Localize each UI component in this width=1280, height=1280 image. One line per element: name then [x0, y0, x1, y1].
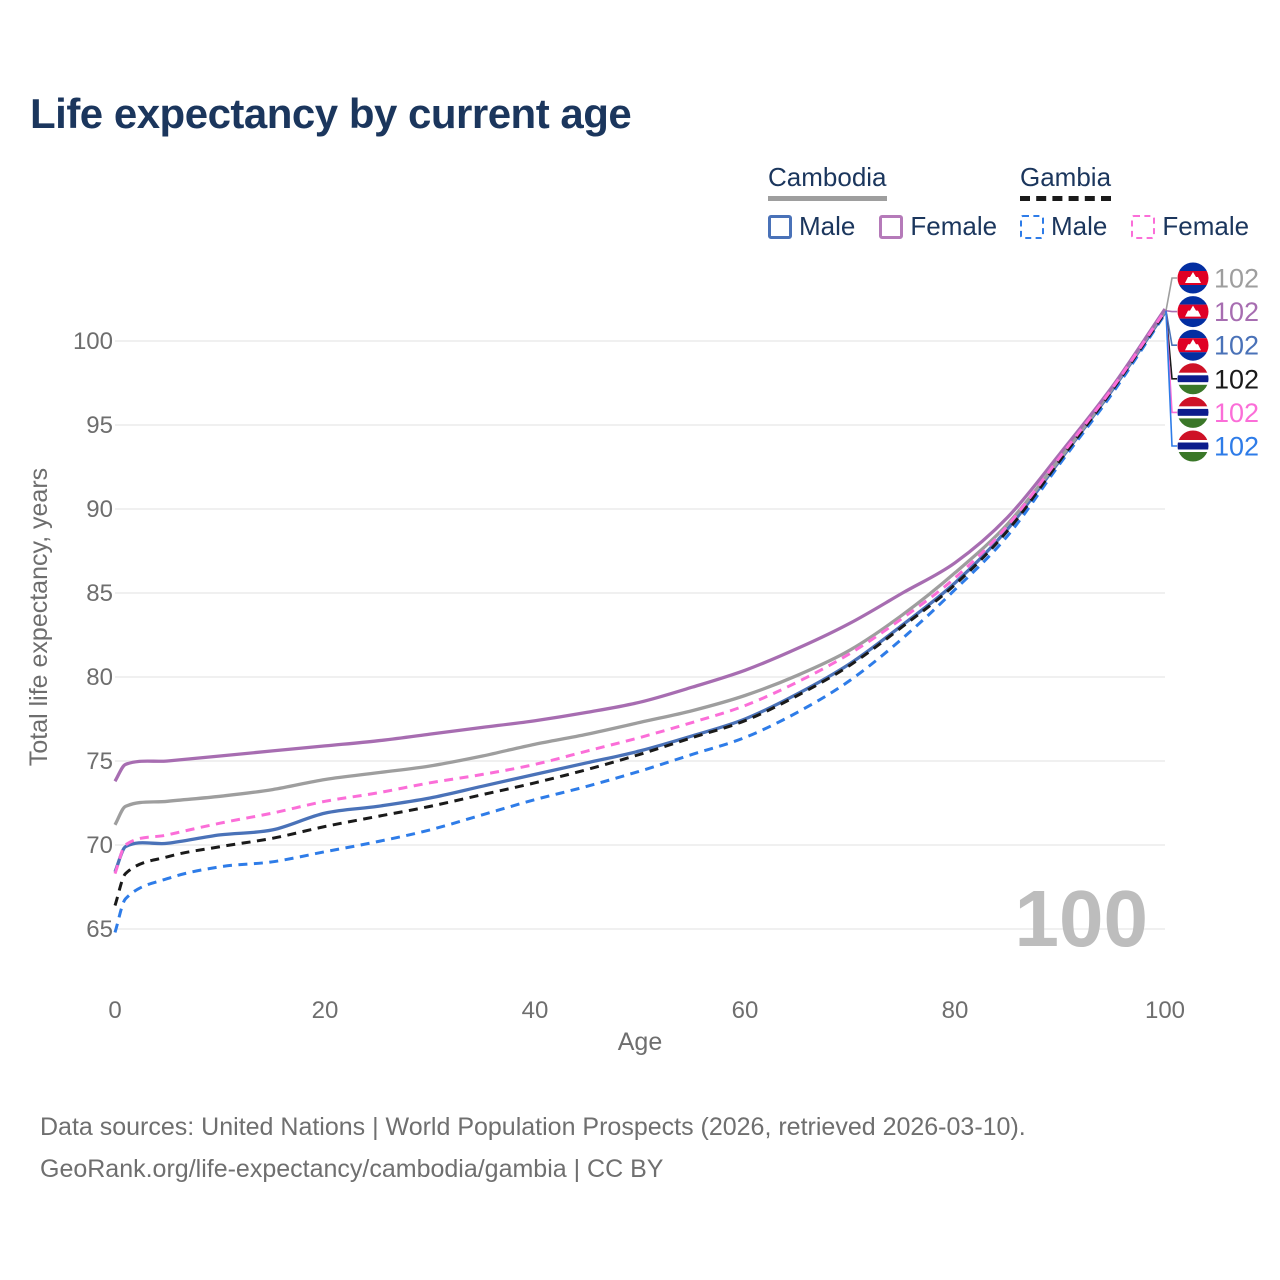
- legend-item-label: Male: [799, 211, 856, 241]
- series-line-gambia: [113, 311, 1167, 906]
- legend-group-gambia: Gambia Male Female: [1020, 162, 1249, 242]
- flag-icon-cambodia: [1177, 296, 1209, 328]
- end-value-label: 102: [1214, 364, 1259, 394]
- footer-attribution-line: GeoRank.org/life-expectancy/cambodia/gam…: [40, 1155, 664, 1183]
- legend-group-cambodia: Cambodia Male Female: [768, 162, 997, 242]
- flag-icon-cambodia: [1177, 329, 1209, 361]
- legend-item-label: Female: [910, 211, 998, 241]
- cambodia-line-style-swatch: [768, 196, 887, 201]
- x-tick-label: 0: [108, 997, 121, 1024]
- series-line-cambodia-female: [113, 308, 1167, 783]
- end-value-label: 102: [1214, 432, 1259, 462]
- legend-item-label: Male: [1051, 211, 1108, 241]
- legend-country-label: Cambodia: [768, 162, 887, 192]
- x-tick-label: 60: [732, 997, 759, 1024]
- legend-item-gambia-female[interactable]: Female: [1131, 211, 1249, 242]
- end-value-label: 102: [1214, 398, 1259, 428]
- y-tick-label: 65: [86, 916, 113, 943]
- y-tick-label: 70: [86, 832, 113, 859]
- footer-sources-line: Data sources: United Nations | World Pop…: [40, 1113, 1026, 1141]
- gambia-line-style-swatch: [1020, 196, 1112, 201]
- gambia-male-checkbox[interactable]: [1020, 214, 1044, 239]
- end-value-label: 102: [1214, 331, 1259, 361]
- leader-line: [1165, 310, 1177, 447]
- current-age-watermark: 100: [1015, 874, 1148, 963]
- y-tick-label: 100: [73, 328, 113, 355]
- legend-item-cambodia-female[interactable]: Female: [879, 211, 997, 242]
- y-tick-label: 85: [86, 580, 113, 607]
- end-value-label: 102: [1214, 264, 1259, 294]
- gambia-female-checkbox[interactable]: [1131, 214, 1156, 239]
- flag-icon-gambia: [1177, 396, 1209, 428]
- flag-icon-gambia: [1177, 430, 1209, 462]
- cambodia-male-checkbox[interactable]: [768, 214, 792, 239]
- page-title: Life expectancy by current age: [30, 90, 632, 137]
- y-tick-label: 75: [86, 748, 113, 775]
- legend-item-cambodia-male[interactable]: Male: [768, 211, 855, 242]
- series-line-cambodia-male: [113, 311, 1167, 873]
- flag-icon-cambodia: [1177, 262, 1209, 294]
- x-tick-label: 40: [522, 997, 549, 1024]
- legend-country-cambodia[interactable]: Cambodia: [768, 162, 887, 201]
- y-tick-label: 80: [86, 664, 113, 691]
- cambodia-female-checkbox[interactable]: [879, 214, 904, 239]
- flag-icon-gambia: [1177, 363, 1209, 395]
- y-axis-title: Total life expectancy, years: [25, 468, 53, 766]
- end-value-label: 102: [1214, 297, 1259, 327]
- leader-line: [1165, 277, 1177, 311]
- x-tick-label: 80: [942, 997, 969, 1024]
- y-tick-label: 90: [86, 496, 113, 523]
- series-line-gambia-male: [113, 313, 1167, 933]
- legend-item-gambia-male[interactable]: Male: [1020, 211, 1107, 242]
- legend-country-gambia[interactable]: Gambia: [1020, 162, 1112, 201]
- x-axis-title: Age: [618, 1028, 662, 1056]
- legend-item-label: Female: [1162, 211, 1250, 241]
- x-tick-label: 100: [1145, 997, 1185, 1024]
- y-tick-label: 95: [86, 412, 113, 439]
- series-line-gambia-female: [113, 309, 1167, 875]
- legend-country-label: Gambia: [1020, 162, 1112, 192]
- data-sources-footer: Data sources: United Nations | World Pop…: [40, 1106, 1026, 1190]
- leader-line: [1165, 310, 1177, 347]
- series-line-cambodia: [113, 309, 1167, 826]
- x-tick-label: 20: [312, 997, 339, 1024]
- leader-line: [1165, 309, 1177, 313]
